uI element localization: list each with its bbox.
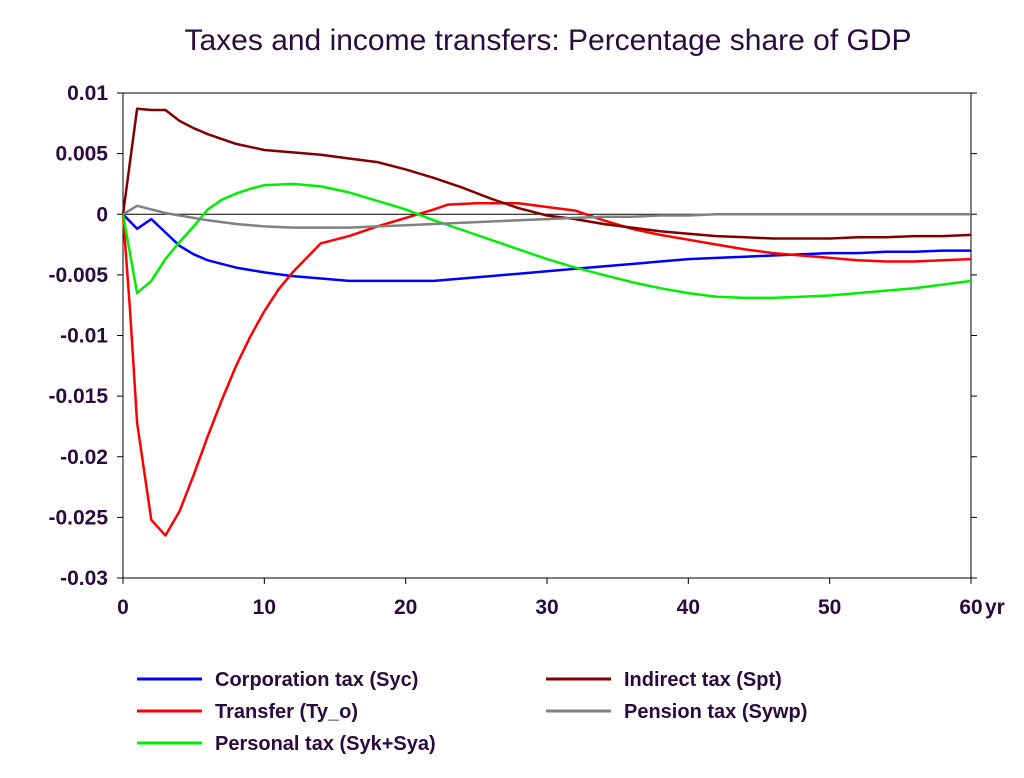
x-tick-label: 40: [677, 596, 700, 619]
y-tick-label: 0.01: [67, 82, 108, 105]
y-tick-label: -0.03: [60, 567, 108, 590]
legend-label-1: Corporation tax (Syc): [215, 669, 418, 691]
x-tick-label: 30: [535, 596, 558, 619]
y-tick-label: -0.005: [48, 264, 108, 287]
series-line-2: [121, 202, 972, 537]
series-layer: [121, 107, 972, 537]
legend-label-3: Personal tax (Syk+Sya): [215, 733, 436, 755]
y-axis: 0.01 0.005 0 -0.005 -0.01 -0.015 -0.02 -0.025 -0…: [48, 82, 977, 590]
legend-label-2: Transfer (Ty_o): [215, 701, 358, 723]
y-tick-label: -0.025: [48, 506, 108, 529]
x-tick-label: 20: [394, 596, 417, 619]
x-tick-label: 50: [818, 596, 841, 619]
series-line-3: [121, 182, 972, 300]
series-line-4: [121, 107, 972, 240]
y-tick-label: 0.005: [55, 143, 108, 166]
x-tick-label: 0: [117, 596, 129, 619]
x-tick-label: 10: [253, 596, 276, 619]
legend-label-5: Pension tax (Sywp): [624, 701, 807, 723]
y-tick-label: -0.01: [60, 325, 108, 348]
x-axis: 0 10 20 30 40 50 60 yr: [117, 578, 1005, 619]
y-tick-label: -0.02: [60, 446, 108, 469]
y-tick-label: 0: [96, 203, 108, 226]
series-line-5: [122, 204, 971, 229]
y-tick-label: -0.015: [48, 385, 108, 408]
x-tick-label: 60: [959, 596, 982, 619]
chart-title: Taxes and income transfers: Percentage s…: [184, 24, 911, 57]
series-line-1: [122, 213, 971, 283]
legend: Corporation tax (Syc) Transfer (Ty_o) Pers…: [137, 669, 807, 755]
x-unit-label: yr: [985, 596, 1005, 619]
legend-label-4: Indirect tax (Spt): [624, 669, 782, 691]
